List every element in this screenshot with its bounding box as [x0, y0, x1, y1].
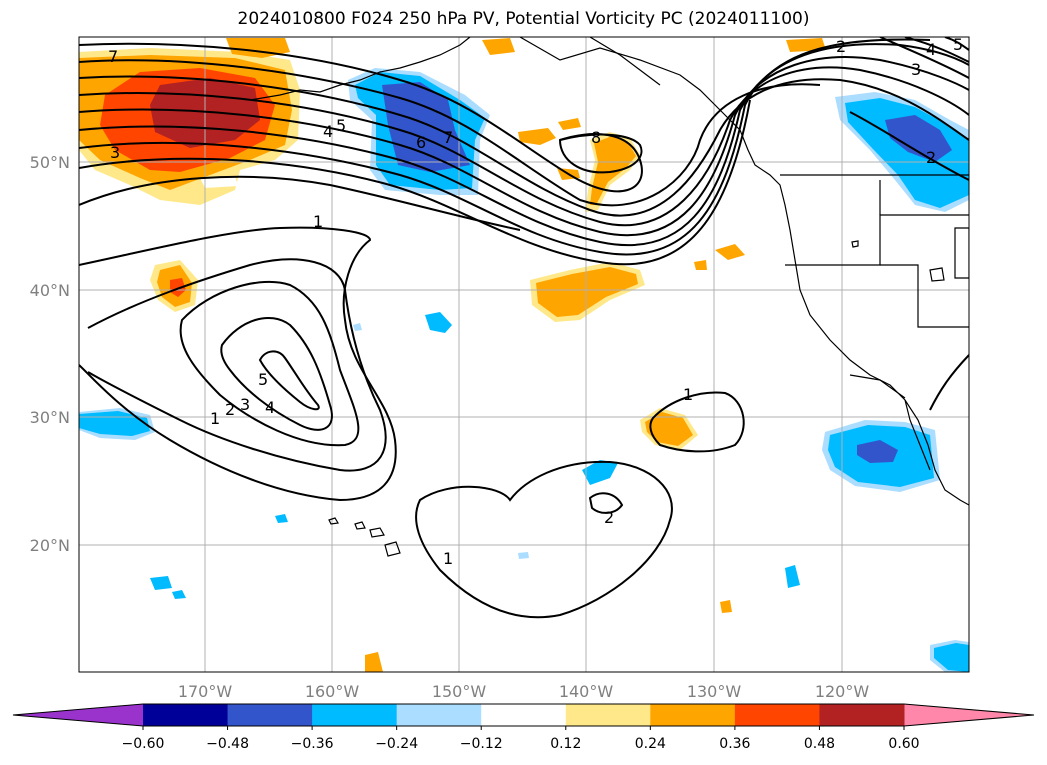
contour-label: 3: [110, 143, 120, 162]
colorbar-tick-label: 0.36: [719, 736, 750, 752]
contour-label: 8: [591, 128, 601, 147]
contour-label: 3: [911, 60, 921, 79]
contour-label: 5: [953, 35, 963, 54]
lat-label: 20°N: [30, 536, 70, 555]
lat-label: 30°N: [30, 408, 70, 427]
anomaly-negative-baja: [822, 420, 940, 492]
contour-label: 4: [323, 122, 333, 141]
colorbar-tick-label: 0.48: [804, 736, 835, 752]
colorbar-tick-label: −0.36: [291, 736, 334, 752]
contour-label: 1: [443, 549, 453, 568]
colorbar-tick-label: −0.60: [122, 736, 165, 752]
colorbar-segment: [143, 704, 229, 726]
anomaly-negative-goa: [348, 68, 490, 195]
pv-contours: [79, 37, 969, 619]
colorbar-tick-label: −0.48: [206, 736, 249, 752]
colorbar-segment: [481, 704, 567, 726]
colorbar-segment: [312, 704, 398, 726]
lon-label: 170°W: [178, 682, 233, 701]
contour-label: 1: [313, 212, 323, 231]
colorbar-min-extension: [13, 704, 143, 726]
colorbar-segment: [734, 704, 820, 726]
lat-label: 40°N: [30, 281, 70, 300]
lon-label: 140°W: [559, 682, 614, 701]
colorbar-tick-label: 0.24: [635, 736, 666, 752]
contour-label: 4: [926, 40, 936, 59]
colorbar-segment: [819, 704, 905, 726]
anomaly-positive-small: [150, 38, 826, 672]
contour-label: 2: [836, 37, 846, 56]
lon-label: 130°W: [687, 682, 742, 701]
longitude-labels: 170°W 160°W 150°W 140°W 130°W 120°W: [178, 682, 870, 701]
colorbar-segment: [650, 704, 736, 726]
colorbar-max-extension: [904, 704, 1034, 726]
latitude-labels: 50°N 40°N 30°N 20°N: [30, 153, 70, 555]
colorbar: −0.60 −0.48 −0.36 −0.24 −0.12 0.12 0.24 0.36 0.4…: [12, 703, 1035, 752]
colorbar-tick-label: 0.12: [550, 736, 581, 752]
lon-label: 120°W: [815, 682, 870, 701]
colorbar-segment: [565, 704, 651, 726]
contour-label: 1: [683, 385, 693, 404]
contour-labels: 7 3 5 4 6 7 8 2 3 4 5 2 1 5 4 3 2 1 1 2 …: [108, 35, 963, 568]
colorbar-tick-label: −0.12: [460, 736, 503, 752]
colorbar-tick-label: 0.60: [888, 736, 919, 752]
contour-label: 5: [336, 116, 346, 135]
contour-label: 4: [265, 398, 275, 417]
lon-label: 160°W: [305, 682, 360, 701]
map-area: 7 3 5 4 6 7 8 2 3 4 5 2 1 5 4 3 2 1 1 2 …: [79, 35, 969, 672]
contour-label: 5: [258, 370, 268, 389]
contour-label: 1: [210, 409, 220, 428]
colorbar-outline: [12, 703, 1035, 727]
colorbar-segment: [227, 704, 313, 726]
colorbar-tick-label: −0.24: [375, 736, 418, 752]
map-title: 2024010800 F024 250 hPa PV, Potential Vo…: [237, 9, 810, 29]
contour-label: 6: [416, 133, 426, 152]
contour-label: 2: [926, 148, 936, 167]
lon-label: 150°W: [432, 682, 487, 701]
lat-label: 50°N: [30, 153, 70, 172]
contour-label: 2: [225, 400, 235, 419]
colorbar-segment: [396, 704, 482, 726]
contour-label: 7: [108, 47, 118, 66]
contour-label: 3: [240, 395, 250, 414]
contour-label: 2: [604, 508, 614, 527]
contour-label: 7: [443, 128, 453, 147]
map-frame: [78, 36, 970, 673]
